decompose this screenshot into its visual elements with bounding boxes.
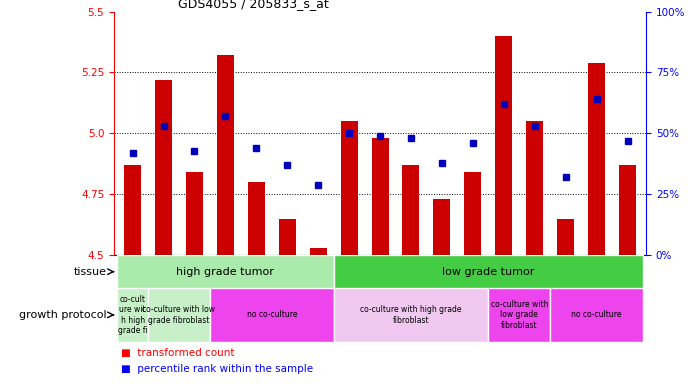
Text: co-culture with high grade
fibroblast: co-culture with high grade fibroblast — [360, 305, 462, 324]
Bar — [217, 55, 234, 255]
Bar — [210, 288, 334, 342]
Bar — [148, 288, 210, 342]
Text: high grade tumor: high grade tumor — [176, 266, 274, 277]
Bar — [527, 121, 543, 255]
Bar — [495, 36, 512, 255]
Text: low grade tumor: low grade tumor — [442, 266, 535, 277]
Bar — [310, 248, 327, 255]
Bar — [278, 219, 296, 255]
Text: growth protocol: growth protocol — [19, 310, 107, 320]
Bar — [464, 172, 482, 255]
Bar — [117, 255, 334, 288]
Bar — [557, 219, 574, 255]
Text: no co-culture: no co-culture — [247, 310, 297, 319]
Bar — [186, 172, 203, 255]
Bar — [341, 121, 358, 255]
Text: co-cult
ure wit
h high
grade fi: co-cult ure wit h high grade fi — [117, 295, 147, 335]
Bar — [588, 63, 605, 255]
Bar — [117, 288, 148, 342]
Bar — [402, 165, 419, 255]
Bar — [248, 182, 265, 255]
Text: GDS4055 / 205833_s_at: GDS4055 / 205833_s_at — [178, 0, 329, 10]
Text: co-culture with low
grade fibroblast: co-culture with low grade fibroblast — [142, 305, 216, 324]
Text: co-culture with
low grade
fibroblast: co-culture with low grade fibroblast — [491, 300, 548, 330]
Bar — [155, 80, 172, 255]
Bar — [124, 165, 141, 255]
Text: no co-culture: no co-culture — [571, 310, 622, 319]
Bar — [372, 138, 388, 255]
Bar — [489, 288, 550, 342]
Bar — [433, 199, 451, 255]
Bar — [334, 255, 643, 288]
Text: ■  transformed count: ■ transformed count — [121, 348, 234, 358]
Bar — [550, 288, 643, 342]
Text: ■  percentile rank within the sample: ■ percentile rank within the sample — [121, 364, 313, 374]
Bar — [619, 165, 636, 255]
Text: tissue: tissue — [74, 266, 107, 277]
Bar — [334, 288, 489, 342]
